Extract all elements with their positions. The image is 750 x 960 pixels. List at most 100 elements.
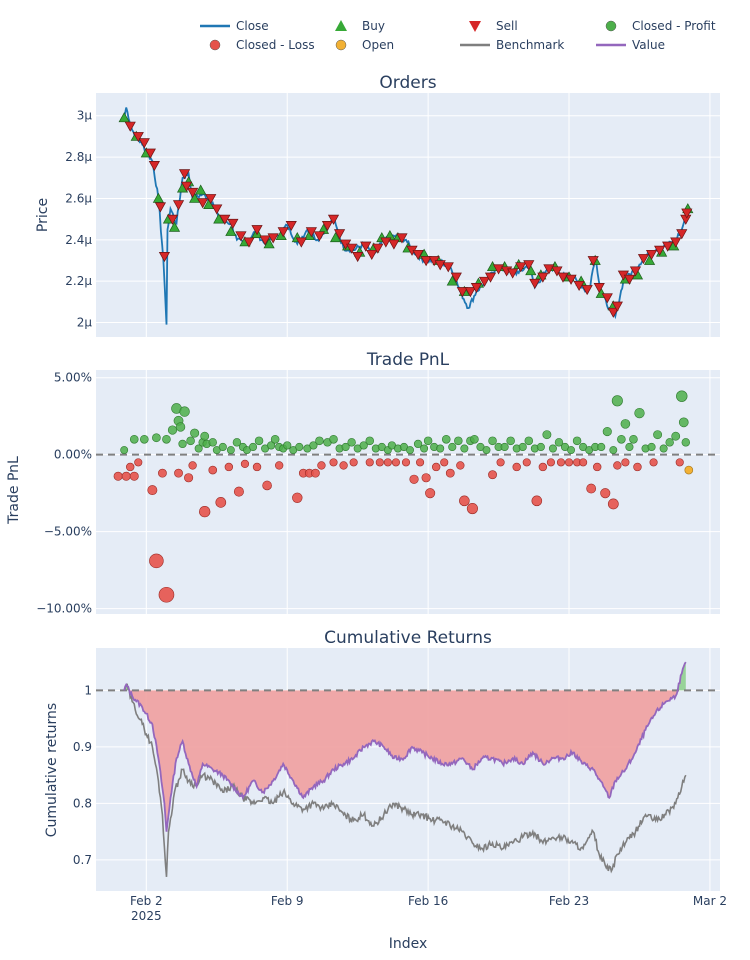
closed-loss-marker (593, 462, 602, 472)
x-tick-label: Feb 23 (549, 894, 589, 908)
closed-profit-marker (167, 425, 178, 435)
closed-loss-marker (466, 502, 478, 515)
sell-marker (396, 233, 408, 244)
buy-marker (525, 265, 537, 276)
price-axis-title: Price (35, 198, 51, 232)
buy-marker (643, 254, 656, 265)
closed-loss-marker (456, 461, 465, 470)
closed-profit-marker (295, 442, 304, 452)
closed-profit-marker (609, 446, 618, 455)
cumulative-returns-title: Cumulative Returns (324, 628, 492, 648)
sell-marker (180, 181, 193, 192)
closed-profit-marker (602, 427, 612, 437)
sell-marker (611, 301, 623, 312)
closed-profit-marker (524, 436, 534, 446)
sell-marker (478, 276, 491, 287)
legend-item-close[interactable]: Close (200, 19, 269, 33)
x-axis-title: Index (389, 936, 428, 952)
closed-profit-marker (542, 430, 552, 440)
closed-loss-marker (317, 461, 326, 470)
legend-item-benchmark[interactable]: Benchmark (460, 38, 564, 52)
trade-pnl-axis-title: Trade PnL (6, 456, 22, 525)
x-tick-label: Feb 9 (271, 894, 304, 908)
closed-loss-marker (522, 458, 531, 467)
closed-profit-marker (232, 438, 242, 447)
closed-profit-marker (676, 390, 688, 402)
legend-triangle-up-icon (335, 20, 347, 31)
legend-item-value[interactable]: Value (596, 38, 665, 52)
closed-profit-marker (226, 446, 235, 455)
closed-profit-marker (347, 438, 356, 447)
legend-label: Closed - Loss (236, 38, 315, 52)
sell-marker (243, 237, 255, 248)
closed-profit-marker (186, 436, 195, 446)
closed-profit-marker (572, 436, 582, 446)
closed-profit-marker (634, 407, 645, 419)
closed-profit-marker (671, 431, 681, 441)
y-tick-label: 2.8µ (65, 150, 92, 164)
legend-label: Buy (362, 19, 385, 33)
closed-profit-marker (620, 419, 631, 429)
closed-profit-marker (625, 442, 634, 452)
legend-item-closed-loss[interactable]: Closed - Loss (209, 38, 315, 52)
closed-profit-marker (200, 431, 210, 441)
sell-marker (187, 187, 199, 198)
closed-profit-marker (359, 441, 368, 450)
closed-loss-marker (409, 474, 419, 484)
closed-loss-marker (158, 468, 167, 478)
y-tick-label: 0.00% (54, 448, 92, 462)
buy-marker (446, 275, 458, 286)
sell-marker (537, 272, 549, 283)
legend-item-sell[interactable]: Sell (469, 19, 518, 33)
buy-marker (168, 221, 181, 232)
closed-loss-marker (365, 458, 374, 467)
closed-loss-marker (208, 465, 218, 475)
sell-marker (346, 243, 358, 254)
closed-loss-marker (174, 468, 183, 478)
closed-loss-marker (147, 485, 158, 496)
closed-loss-marker (349, 458, 358, 467)
orders-panel[interactable]: 2µ 2.2µ 2.4µ 2.6µ 2.8µ 3µ (65, 93, 720, 337)
closed-profit-marker (554, 438, 564, 447)
legend-item-buy[interactable]: Buy (335, 19, 385, 33)
sell-marker (654, 245, 666, 256)
sell-marker (305, 227, 317, 238)
open-trade-marker (684, 465, 694, 475)
sell-marker (211, 204, 223, 215)
sell-marker (412, 249, 424, 261)
trade-pnl-panel[interactable]: 5.00% 0.00% −5.00% −10.00% (36, 370, 720, 616)
closed-profit-marker (178, 439, 187, 449)
sell-marker (285, 220, 297, 232)
legend-item-closed-profit[interactable]: Closed - Profit (605, 19, 716, 33)
legend[interactable]: Close Closed - Loss Buy Open Sell Benchmark Cl… (200, 19, 716, 52)
closed-loss-marker (579, 458, 588, 467)
closed-loss-marker (121, 471, 131, 481)
sell-marker (267, 233, 279, 244)
closed-profit-marker (460, 444, 469, 453)
sell-marker (259, 235, 271, 246)
closed-loss-marker (531, 495, 543, 507)
y-tick-label: 0.9 (73, 740, 92, 754)
legend-item-open[interactable]: Open (335, 38, 394, 52)
sell-marker (442, 262, 454, 273)
legend-circle-icon (335, 39, 347, 51)
closed-loss-marker (262, 480, 272, 491)
sell-marker (645, 249, 658, 261)
cumulative-returns-panel[interactable]: 1 0.9 0.8 0.7 (73, 648, 720, 891)
closed-loss-marker (215, 497, 227, 508)
closed-profit-marker (597, 442, 606, 452)
closed-profit-marker (548, 444, 557, 453)
closed-loss-marker (421, 473, 431, 483)
legend-circle-icon (605, 20, 617, 32)
legend-triangle-down-icon (469, 21, 481, 32)
y-tick-label: 5.00% (54, 371, 92, 385)
closed-profit-marker (454, 436, 463, 446)
closed-loss-marker (564, 458, 574, 467)
y-tick-label: 2.6µ (65, 191, 92, 205)
sell-marker (313, 231, 326, 242)
sell-marker (434, 260, 446, 271)
buy-marker (329, 232, 342, 243)
x-tick-label: Feb 16 (408, 894, 448, 908)
legend-label: Close (236, 19, 269, 33)
